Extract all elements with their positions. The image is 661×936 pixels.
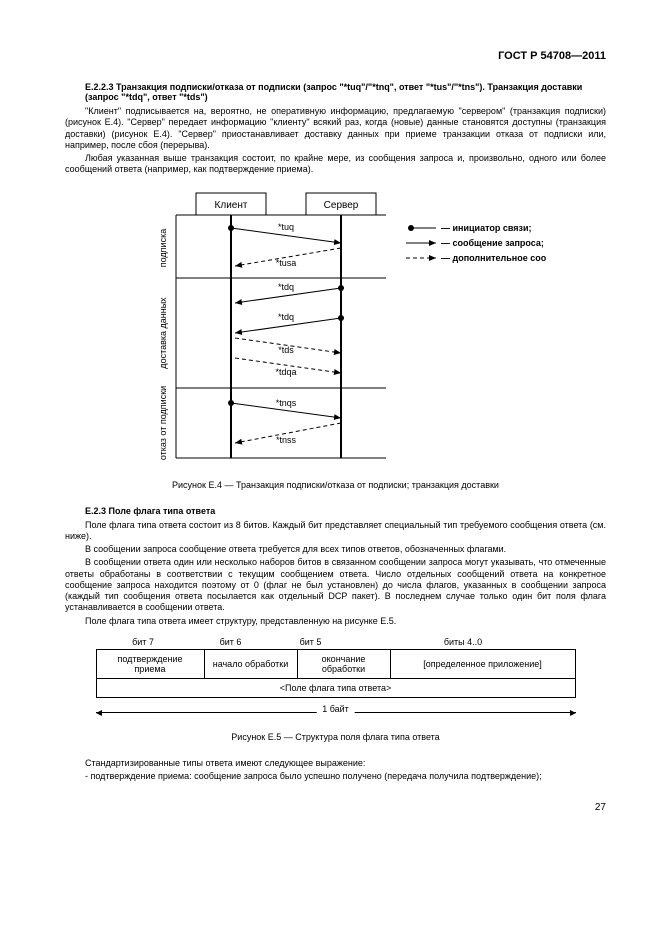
legend2-text: — сообщение запроса;	[441, 238, 544, 248]
cell-bits40: [определенное приложение]	[390, 649, 575, 678]
bit6-label: бит 6	[191, 637, 271, 647]
msg-tusa: *tusa	[275, 258, 296, 268]
bits40-label: биты 4..0	[351, 637, 576, 647]
page-number: 27	[65, 802, 606, 813]
document-header: ГОСТ Р 54708—2011	[65, 50, 606, 62]
para-e223-1: "Клиент" подписывается на, вероятно, не …	[65, 106, 606, 151]
cell-bit6: начало обработки	[204, 649, 297, 678]
section-e23-title: Е.2.3 Поле флага типа ответа	[85, 506, 606, 516]
msg-tuq: *tuq	[277, 222, 293, 232]
msg-tdqa: *tdqa	[275, 367, 296, 377]
figure-e4: Клиент Сервер подписка доставка данных о…	[65, 188, 606, 468]
bit5-label: бит 5	[271, 637, 351, 647]
bit-labels-row: бит 7 бит 6 бит 5 биты 4..0	[96, 637, 576, 647]
field-label-row: <Поле флага типа ответа>	[96, 678, 575, 697]
legend1-text: — инициатор связи;	[441, 223, 532, 233]
para-e23-1: Поле флага типа ответа состоит из 8 бито…	[65, 520, 606, 543]
section-e223-title: Е.2.2.3 Транзакция подписки/отказа от по…	[85, 82, 606, 102]
size-label: 1 байт	[316, 704, 355, 714]
para-e23-2: В сообщении запроса сообщение ответа тре…	[65, 544, 606, 555]
msg-tnss: *tnss	[275, 435, 296, 445]
msg-tdq1: *tdq	[277, 282, 293, 292]
section2-label: доставка данных	[158, 296, 168, 368]
figure-e5-caption: Рисунок Е.5 — Структура поля флага типа …	[65, 732, 606, 742]
section1-label: подписка	[158, 228, 168, 266]
figure-e5: бит 7 бит 6 бит 5 биты 4..0 подтверждени…	[96, 637, 576, 722]
footer-p2: - подтверждение приема: сообщение запрос…	[65, 771, 606, 782]
msg-tds: *tds	[278, 345, 294, 355]
section3-label: отказ от подписки	[158, 385, 168, 459]
msg-tdq2: *tdq	[277, 312, 293, 322]
server-label: Сервер	[323, 200, 358, 211]
bit7-label: бит 7	[96, 637, 191, 647]
para-e23-3: В сообщении ответа один или несколько на…	[65, 557, 606, 613]
client-label: Клиент	[214, 200, 247, 211]
para-e23-4: Поле флага типа ответа имеет структуру, …	[65, 616, 606, 627]
size-indicator: 1 байт	[96, 702, 576, 722]
para-e223-2: Любая указанная выше транзакция состоит,…	[65, 153, 606, 176]
sequence-diagram-svg: Клиент Сервер подписка доставка данных о…	[126, 188, 546, 468]
cell-bit7: подтверждение приема	[96, 649, 204, 678]
footer-p1: Стандартизированные типы ответа имеют сл…	[65, 758, 606, 769]
msg-tnqs: *tnqs	[275, 398, 296, 408]
page-container: ГОСТ Р 54708—2011 Е.2.2.3 Транзакция под…	[0, 0, 661, 853]
cell-bit5: окончание обработки	[297, 649, 390, 678]
figure-e4-caption: Рисунок Е.4 — Транзакция подписки/отказа…	[65, 480, 606, 490]
bit-field-table: подтверждение приема начало обработки ок…	[96, 649, 576, 698]
legend3-text: — дополнительное сообщение	[441, 253, 546, 263]
